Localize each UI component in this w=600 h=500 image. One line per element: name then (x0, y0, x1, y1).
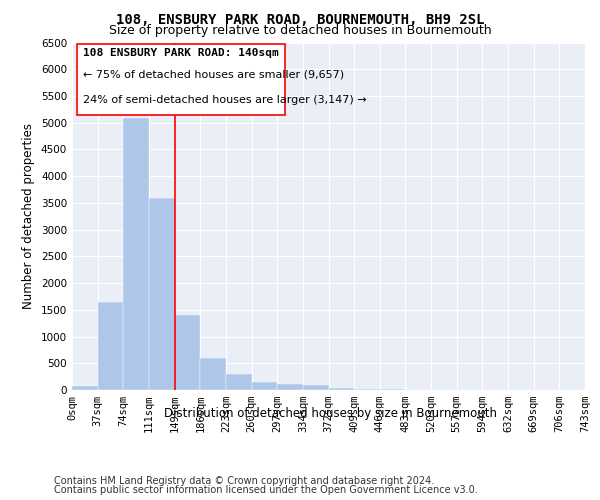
Y-axis label: Number of detached properties: Number of detached properties (22, 123, 35, 309)
FancyBboxPatch shape (77, 44, 285, 116)
Bar (200, 358, 226, 390)
Bar (226, 374, 251, 390)
Text: 108 ENSBURY PARK ROAD: 140sqm: 108 ENSBURY PARK ROAD: 140sqm (83, 48, 279, 58)
Text: 108, ENSBURY PARK ROAD, BOURNEMOUTH, BH9 2SL: 108, ENSBURY PARK ROAD, BOURNEMOUTH, BH9… (116, 12, 484, 26)
Bar (149, 198, 175, 390)
Bar (277, 384, 303, 390)
Bar (175, 315, 200, 390)
Bar (303, 385, 329, 390)
Text: Contains HM Land Registry data © Crown copyright and database right 2024.: Contains HM Land Registry data © Crown c… (54, 476, 434, 486)
Bar (124, 118, 149, 390)
Text: 24% of semi-detached houses are larger (3,147) →: 24% of semi-detached houses are larger (… (83, 94, 367, 104)
Text: Distribution of detached houses by size in Bournemouth: Distribution of detached houses by size … (163, 408, 497, 420)
Text: Size of property relative to detached houses in Bournemouth: Size of property relative to detached ho… (109, 24, 491, 37)
Text: Contains public sector information licensed under the Open Government Licence v3: Contains public sector information licen… (54, 485, 478, 495)
Bar (98, 302, 124, 390)
Bar (72, 386, 98, 390)
Text: ← 75% of detached houses are smaller (9,657): ← 75% of detached houses are smaller (9,… (83, 70, 344, 80)
Bar (329, 388, 354, 390)
Bar (354, 389, 380, 390)
Bar (251, 382, 277, 390)
